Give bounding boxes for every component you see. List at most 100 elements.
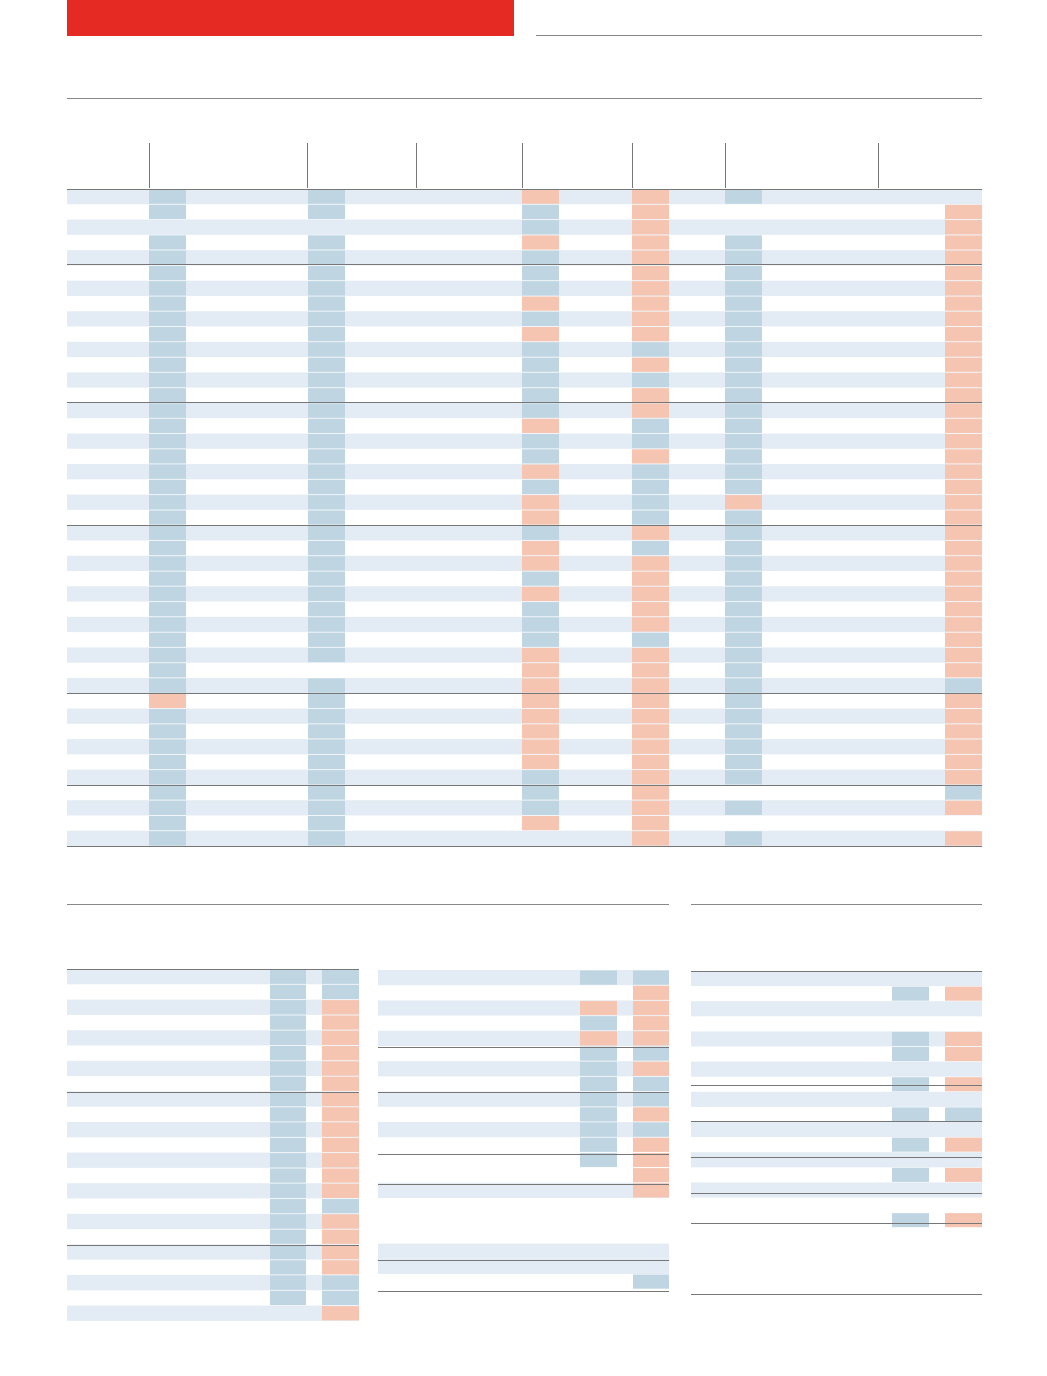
cell-indicator <box>632 693 669 709</box>
cell-indicator <box>308 525 345 540</box>
cell-indicator <box>149 479 186 495</box>
cell-indicator <box>725 586 762 602</box>
cell-indicator <box>632 311 669 327</box>
cell-indicator <box>632 327 669 342</box>
cell-indicator <box>149 647 186 663</box>
cell-indicator <box>149 296 186 311</box>
cell-indicator <box>632 770 669 785</box>
row-stripe <box>67 1152 359 1168</box>
cell-indicator <box>580 1031 617 1046</box>
cell-indicator <box>945 433 982 449</box>
cell-indicator <box>149 250 186 265</box>
cell-indicator <box>308 724 345 739</box>
cell-indicator <box>632 433 669 449</box>
cell-indicator <box>945 831 982 846</box>
cell-indicator <box>945 464 982 479</box>
cell-indicator <box>149 372 186 388</box>
cell-indicator <box>322 1030 359 1045</box>
cell-indicator <box>725 831 762 846</box>
cell-indicator <box>149 800 186 815</box>
cell-indicator <box>632 403 669 418</box>
cell-indicator <box>725 739 762 754</box>
cell-indicator <box>308 602 345 617</box>
cell-indicator <box>522 296 559 311</box>
cell-indicator <box>149 495 186 510</box>
cell-indicator <box>308 815 345 831</box>
cell-indicator <box>522 403 559 418</box>
cell-indicator <box>270 1091 306 1107</box>
row-stripe <box>691 1031 982 1047</box>
cell-indicator <box>308 189 345 204</box>
cell-indicator <box>522 265 559 281</box>
row-stripe <box>378 1030 669 1046</box>
cell-indicator <box>322 1290 359 1306</box>
row-stripe <box>67 1244 359 1260</box>
cell-indicator <box>725 265 762 281</box>
cell-indicator <box>308 281 345 296</box>
cell-indicator <box>945 754 982 770</box>
cell-indicator <box>580 1092 617 1107</box>
cell-indicator <box>632 189 669 204</box>
cell-indicator <box>725 311 762 327</box>
cell-indicator <box>322 1153 359 1168</box>
cell-indicator <box>725 495 762 510</box>
cell-indicator <box>522 770 559 785</box>
cell-indicator <box>522 495 559 510</box>
cell-indicator <box>308 479 345 495</box>
cell-indicator <box>149 632 186 647</box>
cell-indicator <box>149 235 186 250</box>
cell-indicator <box>308 357 345 372</box>
cell-indicator <box>725 327 762 342</box>
cell-indicator <box>308 418 345 433</box>
cell-indicator <box>149 724 186 739</box>
cell-indicator <box>149 831 186 846</box>
cell-indicator <box>308 571 345 586</box>
cell-indicator <box>270 969 306 984</box>
cell-indicator <box>522 479 559 495</box>
cell-indicator <box>149 785 186 800</box>
cell-indicator <box>522 311 559 327</box>
cell-indicator <box>149 617 186 632</box>
cell-indicator <box>725 510 762 525</box>
cell-indicator <box>322 1091 359 1107</box>
cell-indicator <box>945 1137 982 1152</box>
cell-indicator <box>632 602 669 617</box>
cell-indicator <box>580 1107 617 1122</box>
cell-indicator <box>945 586 982 602</box>
cell-indicator <box>945 204 982 220</box>
cell-indicator <box>725 464 762 479</box>
cell-indicator <box>725 709 762 724</box>
cell-indicator <box>149 709 186 724</box>
cell-indicator <box>149 433 186 449</box>
cell-indicator <box>149 815 186 831</box>
cell-indicator <box>322 1122 359 1137</box>
cell-indicator <box>632 663 669 678</box>
cell-indicator <box>632 479 669 495</box>
cell-indicator <box>725 388 762 403</box>
cell-indicator <box>149 510 186 525</box>
cell-indicator <box>945 357 982 372</box>
cell-indicator <box>270 1015 306 1030</box>
cell-indicator <box>308 678 345 693</box>
cell-indicator <box>322 969 359 984</box>
cell-indicator <box>270 1076 306 1091</box>
cell-indicator <box>149 556 186 571</box>
cell-indicator <box>308 709 345 724</box>
cell-indicator <box>725 189 762 204</box>
cell-indicator <box>945 602 982 617</box>
cell-indicator <box>892 1167 929 1182</box>
cell-indicator <box>308 403 345 418</box>
row-stripe <box>67 830 982 847</box>
row-stripe <box>378 1061 669 1077</box>
cell-indicator <box>270 1030 306 1045</box>
cell-indicator <box>522 739 559 754</box>
cell-indicator <box>522 632 559 647</box>
cell-indicator <box>522 357 559 372</box>
cell-indicator <box>725 556 762 571</box>
cell-indicator <box>945 342 982 357</box>
cell-indicator <box>149 754 186 770</box>
cell-indicator <box>725 357 762 372</box>
cell-indicator <box>725 433 762 449</box>
cell-indicator <box>270 1046 306 1061</box>
cell-indicator <box>149 357 186 372</box>
